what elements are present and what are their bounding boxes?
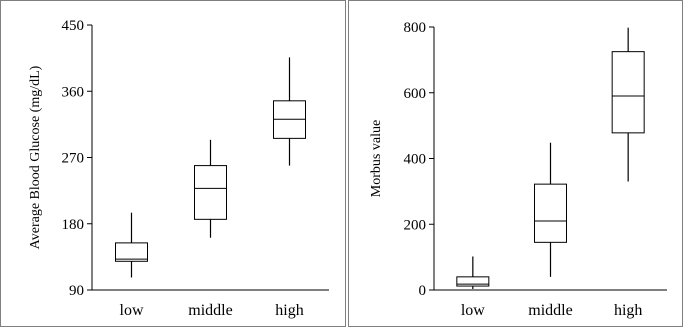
blood-glucose-boxplot: 90 180 270 360 450 Average Blood Glucose (mg/… <box>28 18 329 319</box>
chart-panel-left: 90 180 270 360 450 Average Blood Glucose (mg/… <box>0 0 346 327</box>
y-tick-label: 270 <box>62 151 85 167</box>
x-category-label-high: high <box>275 302 303 319</box>
box-low <box>456 276 490 287</box>
y-axis-title: Average Blood Glucose (mg/dL) <box>28 65 43 249</box>
y-tick-label: 180 <box>62 217 85 233</box>
box-middle <box>194 165 227 220</box>
y-tick-label: 200 <box>404 217 427 233</box>
y-tick-label: 600 <box>404 86 427 102</box>
x-category-label-middle: middle <box>188 302 232 319</box>
y-tick-label: 450 <box>62 18 85 34</box>
x-category-label-middle: middle <box>528 302 572 319</box>
x-category-label-low: low <box>461 302 485 319</box>
x-category-label-low: low <box>120 302 144 319</box>
y-tick-label: 0 <box>419 283 427 299</box>
y-tick-label: 90 <box>69 283 84 299</box>
x-category-label-high: high <box>614 302 642 319</box>
y-tick-label: 400 <box>404 152 427 168</box>
box-middle <box>534 183 567 243</box>
chart-panel-right: 0 200 400 600 800 Morbus value low middle high <box>348 0 683 327</box>
box-high <box>611 51 645 134</box>
morbus-value-boxplot: 0 200 400 600 800 Morbus value low middle high <box>369 20 667 319</box>
y-tick-label: 360 <box>62 84 85 100</box>
box-low <box>115 242 148 262</box>
y-axis-title: Morbus value <box>369 120 384 197</box>
y-tick-label: 800 <box>404 20 427 36</box>
